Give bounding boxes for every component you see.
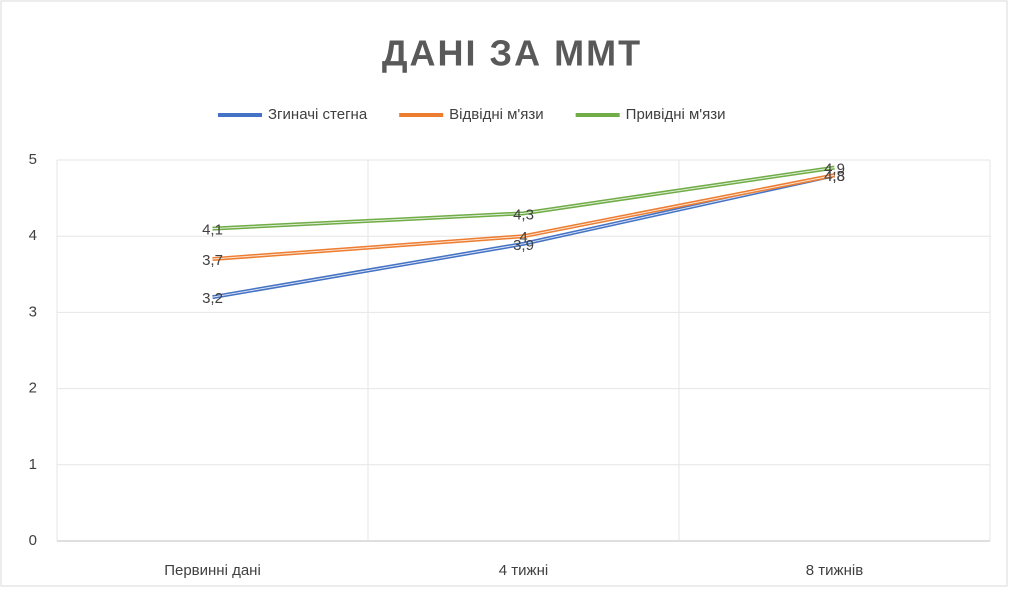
data-label: 3,2	[202, 290, 223, 307]
data-label: 4	[519, 229, 527, 246]
x-tick-label: 8 тижнів	[806, 562, 863, 579]
chart-title: ДАНІ ЗА ММТ	[382, 33, 642, 74]
y-tick-label: 0	[29, 532, 37, 549]
y-tick-label: 1	[29, 456, 37, 473]
x-tick-label: 4 тижні	[499, 562, 548, 579]
series-line-highlight	[212, 167, 835, 230]
legend-label: Відвідні м'язи	[449, 106, 543, 123]
data-label: 3,9	[513, 237, 534, 254]
series-line-highlight	[212, 174, 835, 260]
y-tick-label: 5	[29, 151, 37, 168]
series-line-highlight	[212, 174, 835, 298]
y-tick-label: 2	[29, 380, 37, 397]
data-label: 3,7	[202, 252, 223, 269]
legend-label: Згиначі стегна	[268, 106, 368, 123]
data-label: 4,8	[824, 168, 845, 185]
y-tick-label: 3	[29, 303, 37, 320]
data-label: 4,1	[202, 222, 223, 239]
data-label: 4,3	[513, 206, 534, 223]
data-label: 4,9	[824, 161, 845, 178]
legend-label: Привідні м'язи	[626, 106, 726, 123]
x-tick-label: Первинні дані	[164, 562, 261, 579]
y-tick-label: 4	[29, 227, 37, 244]
